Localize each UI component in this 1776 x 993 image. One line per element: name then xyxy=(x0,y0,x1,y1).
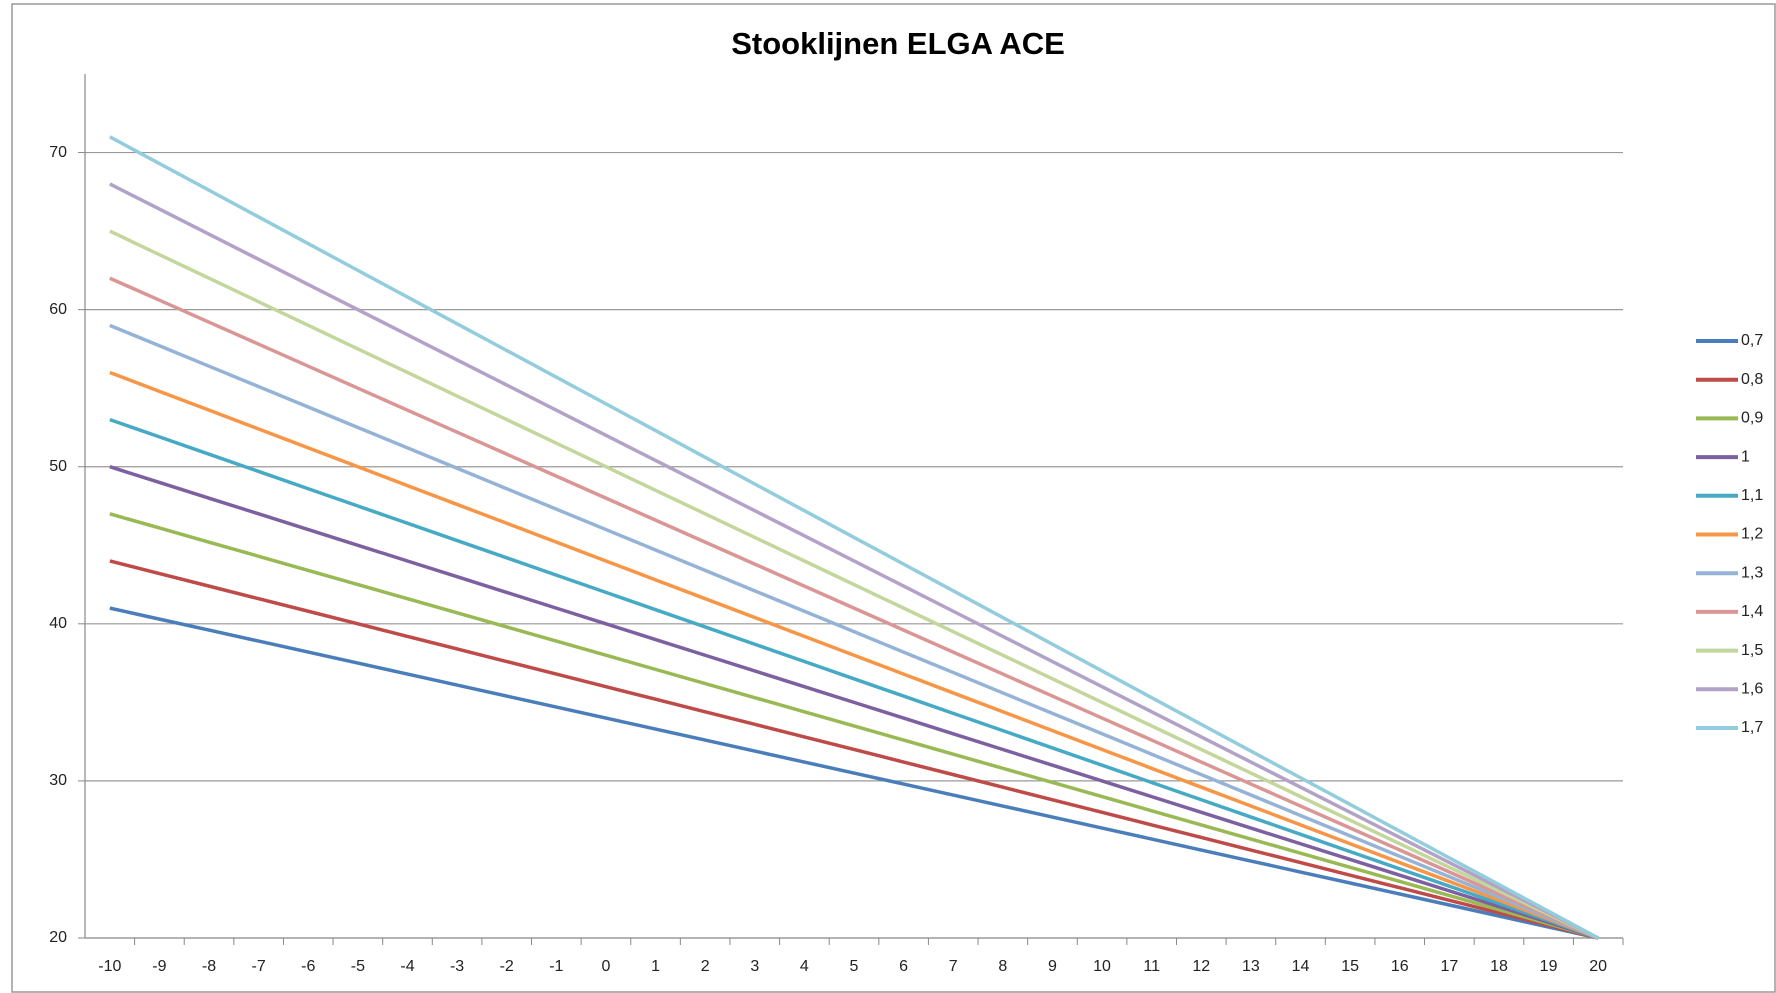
x-tick-label: 18 xyxy=(1490,958,1508,975)
x-tick-label: 3 xyxy=(750,958,759,975)
x-tick-label: 6 xyxy=(899,958,908,975)
y-tick-label: 40 xyxy=(49,615,67,632)
x-tick-label: -3 xyxy=(450,958,464,975)
x-tick-label: 12 xyxy=(1192,958,1210,975)
y-tick-label: 20 xyxy=(49,929,67,946)
series-line xyxy=(109,512,1599,940)
x-tick-label: 13 xyxy=(1242,958,1260,975)
y-tick-label: 50 xyxy=(49,458,67,475)
legend-label: 1,2 xyxy=(1741,526,1763,543)
x-tick-label: 14 xyxy=(1292,958,1310,975)
x-tick-label: -5 xyxy=(351,958,365,975)
legend-label: 1,3 xyxy=(1741,564,1763,581)
x-tick-label: -4 xyxy=(400,958,414,975)
legend-label: 0,9 xyxy=(1741,410,1763,427)
x-tick-label: 10 xyxy=(1093,958,1111,975)
x-tick-label: 2 xyxy=(701,958,710,975)
legend-label: 1,6 xyxy=(1741,681,1763,698)
x-tick-label: 9 xyxy=(1048,958,1057,975)
series-line xyxy=(108,135,1600,940)
series-line xyxy=(109,276,1599,940)
x-tick-label: 0 xyxy=(601,958,610,975)
series-line xyxy=(109,370,1599,940)
x-tick-label: 8 xyxy=(998,958,1007,975)
y-tick-label: 60 xyxy=(49,301,67,318)
series-line xyxy=(109,606,1599,940)
x-tick-label: 17 xyxy=(1440,958,1458,975)
x-tick-label: -9 xyxy=(152,958,166,975)
y-tick-label: 30 xyxy=(49,772,67,789)
y-tick-label: 70 xyxy=(49,144,67,161)
series-line xyxy=(109,229,1599,940)
x-tick-label: 20 xyxy=(1589,958,1607,975)
x-tick-label: 19 xyxy=(1540,958,1558,975)
series-line xyxy=(109,182,1599,940)
legend-label: 1,4 xyxy=(1741,603,1763,620)
x-tick-label: 4 xyxy=(800,958,809,975)
legend-label: 1,5 xyxy=(1741,642,1763,659)
x-tick-label: -10 xyxy=(98,958,121,975)
chart-title: Stooklijnen ELGA ACE xyxy=(731,26,1065,61)
x-tick-label: -2 xyxy=(500,958,514,975)
x-tick-label: 7 xyxy=(949,958,958,975)
x-tick-label: 5 xyxy=(850,958,859,975)
series-line xyxy=(109,465,1599,940)
legend-label: 1 xyxy=(1741,448,1750,465)
x-tick-label: -6 xyxy=(301,958,315,975)
series-line xyxy=(109,559,1599,940)
x-tick-label: -7 xyxy=(252,958,266,975)
chart-frame xyxy=(11,3,1776,993)
x-tick-label: -1 xyxy=(549,958,563,975)
x-tick-label: 1 xyxy=(651,958,660,975)
series-line xyxy=(109,323,1599,940)
legend-label: 1,1 xyxy=(1741,487,1763,504)
series-line xyxy=(109,417,1599,940)
x-tick-label: 16 xyxy=(1391,958,1409,975)
legend-label: 0,7 xyxy=(1741,332,1763,349)
legend-label: 1,7 xyxy=(1741,719,1763,736)
legend-label: 0,8 xyxy=(1741,371,1763,388)
x-tick-label: -8 xyxy=(202,958,216,975)
x-tick-label: 11 xyxy=(1143,958,1160,975)
x-tick-label: 15 xyxy=(1341,958,1359,975)
